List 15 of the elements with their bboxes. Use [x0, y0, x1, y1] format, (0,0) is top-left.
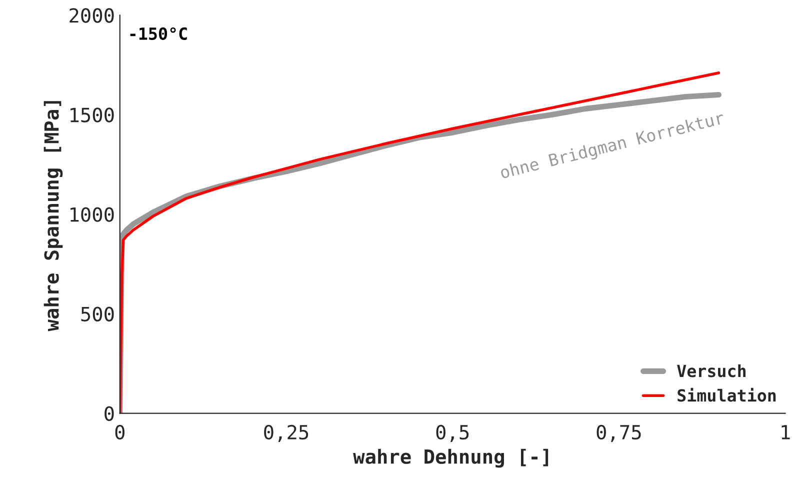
x-tick-label: 1	[782, 425, 790, 440]
x-tick-label: 0	[115, 424, 124, 440]
y-tick-label: 2000	[70, 8, 114, 23]
x-tick-label: 0,5	[436, 424, 469, 442]
y-tick-label: 0	[104, 406, 114, 421]
annotation: -150°C	[130, 27, 187, 40]
legend-label: Simulation	[678, 388, 776, 402]
x-axis-title: wahre Dehnung [-]	[353, 448, 548, 468]
y-axis-title: wahre Spannung [MPa]	[44, 101, 63, 332]
x-tick-label: 0,25	[264, 424, 308, 442]
y-tick-label: 1500	[70, 108, 114, 122]
y-tick-label: 1000	[70, 207, 114, 222]
y-tick-label: 500	[81, 306, 114, 322]
x-tick-label: 0,75	[596, 424, 641, 442]
legend-label: Versuch	[677, 364, 746, 378]
